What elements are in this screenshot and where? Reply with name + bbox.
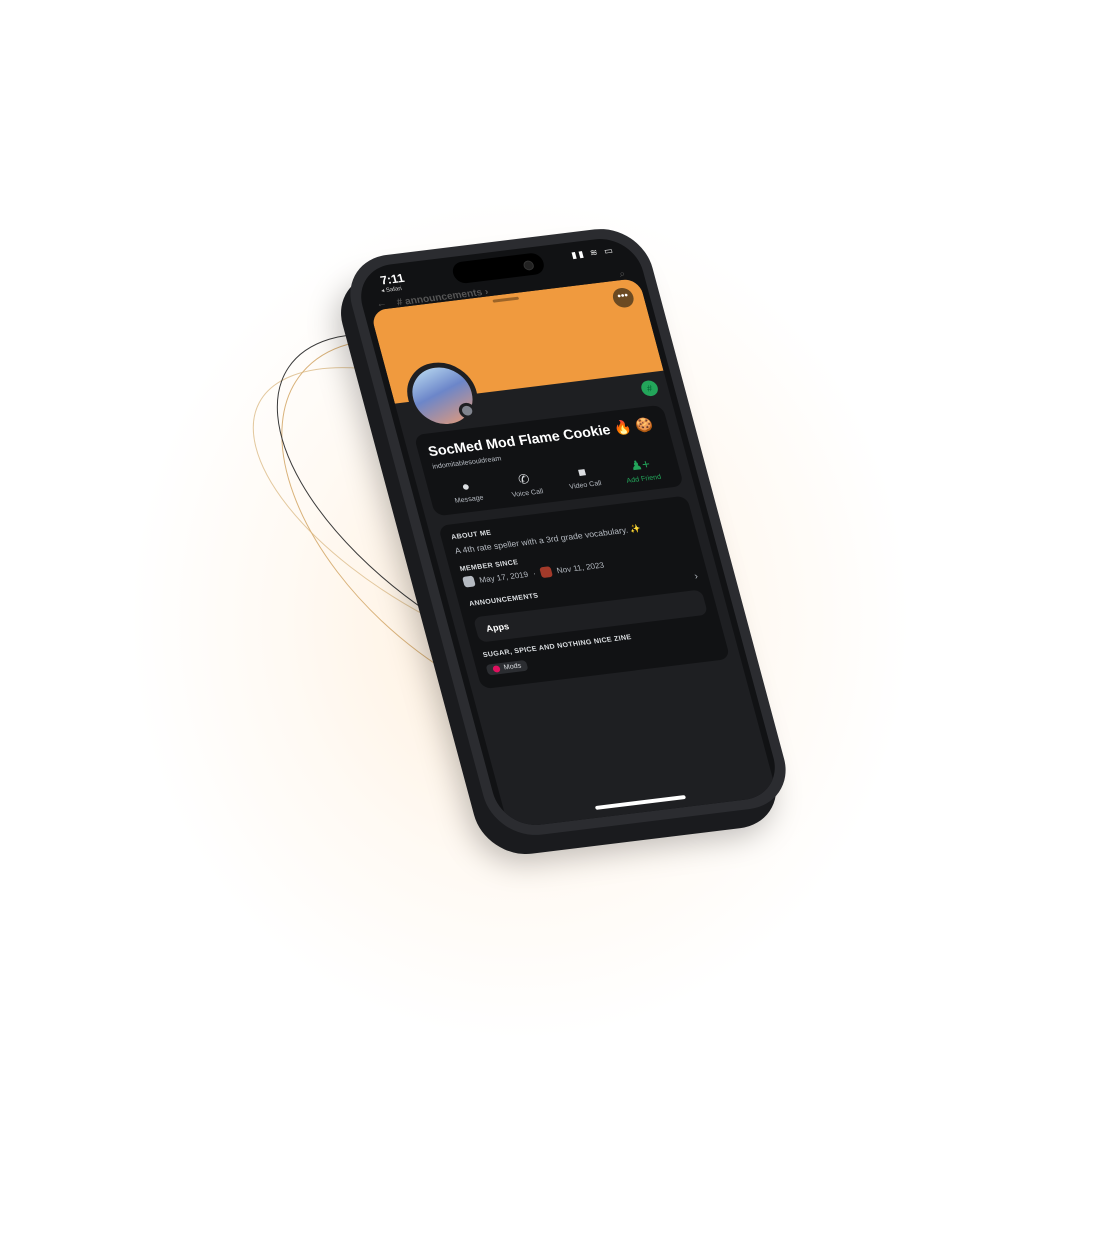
chevron-right-icon: › (693, 571, 700, 583)
role-label: Mods (503, 662, 523, 672)
sheet-grabber[interactable] (492, 296, 520, 303)
role-pill[interactable]: Mods (485, 659, 529, 676)
voice-call-button[interactable]: ✆ Voice Call (495, 468, 556, 500)
role-color-dot (492, 665, 501, 673)
phone-icon: ✆ (516, 471, 532, 487)
video-icon: ■ (576, 464, 588, 480)
video-call-label: Video Call (568, 480, 603, 491)
discord-member-date: May 17, 2019 (478, 569, 530, 585)
home-indicator[interactable] (594, 794, 687, 810)
message-icon: ● (459, 478, 472, 494)
message-button[interactable]: ● Message (437, 476, 498, 508)
status-time: 7:11 (378, 271, 406, 288)
add-friend-icon: ♟+ (628, 456, 652, 474)
server-member-date: Nov 11, 2023 (555, 560, 606, 576)
add-friend-button[interactable]: ♟+ Add Friend (611, 454, 672, 486)
server-icon (539, 566, 554, 579)
message-label: Message (454, 494, 485, 505)
camera-icon (522, 260, 535, 271)
hashtag-badge-icon[interactable]: # (639, 379, 660, 398)
announcements-label: ANNOUNCEMENTS (468, 592, 540, 608)
video-call-button[interactable]: ■ Video Call (553, 461, 614, 493)
separator-dot: · (531, 569, 537, 579)
status-icons: ▮▮ ≋ ▭ (570, 245, 616, 261)
voice-call-label: Voice Call (511, 488, 545, 499)
more-options-button[interactable]: ••• (610, 286, 636, 309)
search-icon[interactable]: ⌕ (618, 268, 627, 281)
add-friend-label: Add Friend (625, 473, 663, 485)
discord-logo-icon (462, 575, 476, 588)
profile-details-card: ABOUT ME A 4th rate speller with a 3rd g… (438, 495, 731, 690)
